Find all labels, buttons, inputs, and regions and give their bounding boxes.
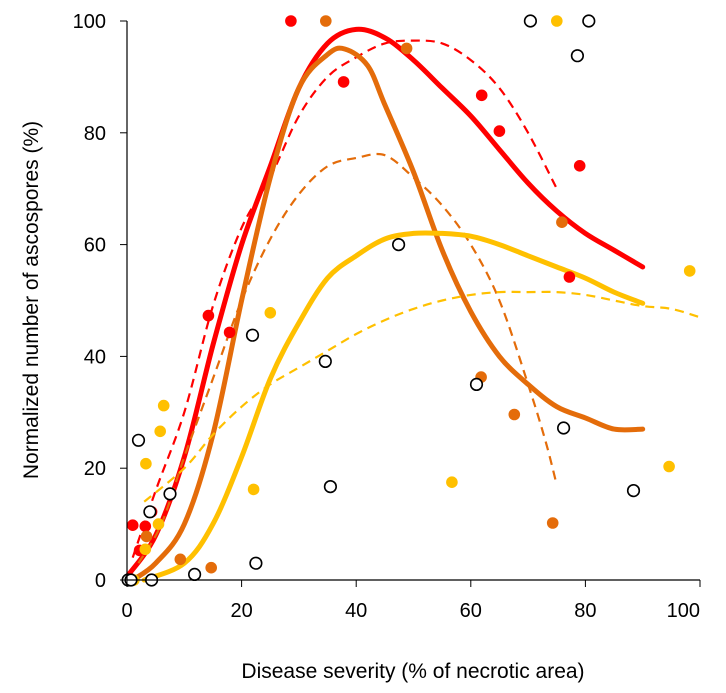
series-2-data-point [140,457,152,470]
series-3-data-point [626,484,641,498]
series-0-data-point [573,160,586,172]
y-tick-label: 40 [84,346,106,368]
series-1-data-point [400,42,413,55]
series-3-data-point [131,433,146,447]
series-3-data-point [143,505,157,519]
y-tick-label: 100 [73,11,106,33]
series-2-data-point [683,265,696,277]
series-1-data-point [320,15,332,27]
fit-curves [124,26,701,583]
x-tick-label: 40 [345,600,367,622]
series-3-data-point [245,328,260,342]
series-2-dashed-fit-line [143,290,701,503]
y-tick-label: 80 [84,123,106,145]
series-1-dashed-fit-line [137,152,558,564]
series-0-dashed-fit-line [131,39,558,558]
y-tick-label: 0 [95,570,106,592]
series-2-data-point [551,15,563,27]
series-3-data-point [556,421,571,435]
series-0-data-point [139,520,152,533]
x-axis-ticks: 0 20 40 60 80 100 [121,580,701,622]
y-axis-title: Normalized number of ascospores (%) [20,121,43,479]
y-axis-ticks: 0 20 40 60 80 100 [73,11,127,592]
x-tick-label: 80 [574,600,596,622]
series-2-data-point [154,425,166,438]
x-tick-label: 20 [230,600,252,622]
y-tick-label: 60 [84,235,106,257]
series-3-data-point [318,354,332,369]
series-2-data-point [139,543,152,556]
series-2-data-point [663,460,675,473]
x-tick-label: 100 [667,600,700,622]
y-tick-label: 20 [84,458,106,480]
series-0-data-point [475,89,488,102]
series-2-data-point [152,518,165,530]
series-3-data-point [570,49,585,63]
series-0-data-point [285,15,297,27]
series-3-data-point [249,556,263,570]
series-3-data-point [392,238,406,252]
series-0-data-point [563,271,576,283]
x-axis-title: Disease severity (% of necrotic area) [241,660,584,683]
series-1-data-point [546,517,559,529]
series-0-data-point [223,326,236,339]
series-2-data-point [264,307,277,319]
series-2-data-point [247,483,260,496]
series-0-solid-fit-line [124,26,646,580]
series-0-data-point [337,76,350,88]
series-0-data-point [126,519,139,531]
x-tick-label: 0 [121,600,132,622]
series-2-solid-fit-line [141,230,646,583]
series-1-data-point [556,216,568,228]
series-3-data-point [188,567,202,582]
series-1-data-point [205,561,217,574]
series-0-data-point [493,125,506,137]
series-1-data-point [140,530,153,543]
series-3-data-point [323,480,338,494]
series-3-data-point [469,377,484,392]
series-2-data-point [157,399,170,412]
series-1-data-point [174,553,187,566]
series-0-data-point [202,309,215,322]
x-tick-label: 60 [460,600,482,622]
series-1-solid-fit-line [130,45,646,583]
series-3-data-point [163,487,177,501]
series-2-data-point [446,476,458,489]
series-1-data-point [508,408,521,421]
series-3-data-point [582,14,596,28]
series-3-data-point [523,14,538,28]
data-points [121,14,696,587]
